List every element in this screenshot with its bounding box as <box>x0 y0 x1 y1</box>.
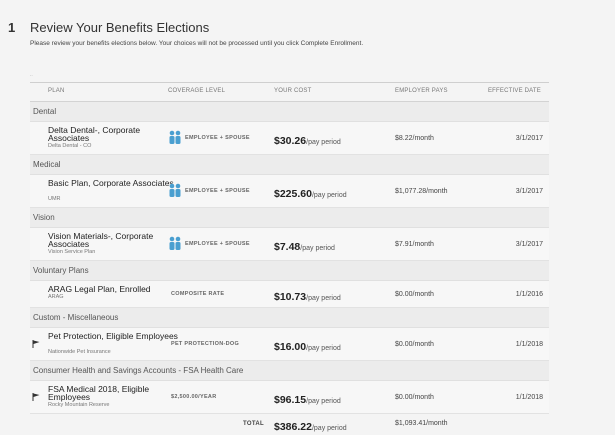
carrier-name: Rocky Mountain Reserve <box>48 402 110 408</box>
your-cost: $16.00/pay period <box>274 337 341 355</box>
step-number: 1 <box>8 20 16 35</box>
table-header: PLAN COVERAGE LEVEL YOUR COST EMPLOYER P… <box>30 82 549 102</box>
cost-unit: /pay period <box>311 192 347 199</box>
carrier-name: Nationwide Pet Insurance <box>48 349 111 355</box>
section-label: Custom - Miscellaneous <box>33 313 119 322</box>
section-custom-miscellaneous: Custom - Miscellaneous <box>30 308 549 328</box>
page-title: Review Your Benefits Elections <box>30 20 210 35</box>
employer-pays: $8.22/month <box>395 135 434 142</box>
col-plan: PLAN <box>48 88 65 94</box>
family-icon <box>169 130 181 144</box>
section-consumer-health-savings: Consumer Health and Savings Accounts - F… <box>30 361 549 381</box>
page-subtitle: Please review your benefits elections be… <box>30 40 364 47</box>
table-row: Basic Plan, Corporate Associates UMR EMP… <box>30 175 549 208</box>
plan-name: Delta Dental-, Corporate Associates <box>48 125 141 143</box>
your-cost: $10.73/pay period <box>274 287 341 305</box>
plan-name: Pet Protection, Eligible Employees <box>48 331 178 341</box>
coverage-level: COMPOSITE RATE <box>171 291 225 297</box>
employer-pays: $1,077.28/month <box>395 188 448 195</box>
effective-date: 1/1/2018 <box>515 394 543 401</box>
cost-amount: $96.15 <box>274 394 307 406</box>
plan-name: FSA Medical 2018, Eligible Employees <box>48 384 150 402</box>
col-coverage: COVERAGE LEVEL <box>168 88 226 94</box>
family-icon <box>169 236 181 250</box>
section-label: Vision <box>33 213 55 222</box>
total-row: TOTAL $386.22/pay period $1,093.41/month <box>30 414 549 434</box>
carrier-name: ARAG <box>48 294 64 300</box>
effective-date: 3/1/2017 <box>515 188 543 195</box>
coverage-level: EMPLOYEE + SPOUSE <box>185 188 250 194</box>
section-label: Dental <box>33 107 57 116</box>
section-voluntary-plans: Voluntary Plans <box>30 261 549 281</box>
cost-amount: $16.00 <box>274 341 307 353</box>
effective-date: 1/1/2016 <box>515 291 543 298</box>
table-row: Pet Protection, Eligible Employees Natio… <box>30 328 549 361</box>
employer-pays: $7.91/month <box>395 241 434 248</box>
section-dental: Dental <box>30 102 549 122</box>
cost-unit: /pay period <box>306 139 341 146</box>
coverage-level: EMPLOYEE + SPOUSE <box>185 241 250 247</box>
total-cost-amount: $386.22 <box>274 421 312 433</box>
your-cost: $96.15/pay period <box>274 390 341 408</box>
your-cost: $30.26/pay period <box>274 131 341 149</box>
col-effective: EFFECTIVE DATE <box>487 88 541 94</box>
total-cost-unit: /pay period <box>311 425 347 432</box>
cost-amount: $30.26 <box>274 135 307 147</box>
family-icon <box>169 183 181 197</box>
plan-name: Basic Plan, Corporate Associates <box>48 178 174 188</box>
benefits-table: PLAN COVERAGE LEVEL YOUR COST EMPLOYER P… <box>30 82 549 434</box>
section-label: Medical <box>33 160 61 169</box>
total-label: TOTAL <box>243 421 264 427</box>
employer-pays: $0.00/month <box>395 291 434 298</box>
effective-date: 3/1/2017 <box>515 241 543 248</box>
employer-pays: $0.00/month <box>395 394 434 401</box>
section-medical: Medical <box>30 155 549 175</box>
group-marker: .. <box>30 72 33 78</box>
cost-unit: /pay period <box>300 245 335 252</box>
cost-unit: /pay period <box>306 398 341 405</box>
effective-date: 1/1/2018 <box>515 341 543 348</box>
plan-name: ARAG Legal Plan, Enrolled <box>48 284 151 294</box>
cost-amount: $225.60 <box>274 188 312 200</box>
cost-amount: $7.48 <box>274 241 301 253</box>
total-cost: $386.22/pay period <box>274 417 347 435</box>
section-label: Voluntary Plans <box>33 266 89 275</box>
effective-date: 3/1/2017 <box>515 135 543 142</box>
carrier-name: Delta Dental - CO <box>48 143 92 149</box>
cost-unit: /pay period <box>306 345 341 352</box>
cost-unit: /pay period <box>306 295 341 302</box>
plan-name: Vision Materials-, Corporate Associates <box>48 231 154 249</box>
table-row: Vision Materials-, Corporate Associates … <box>30 228 549 261</box>
section-label: Consumer Health and Savings Accounts - F… <box>33 366 244 375</box>
table-row: Delta Dental-, Corporate Associates Delt… <box>30 122 549 155</box>
cost-amount: $10.73 <box>274 291 307 303</box>
flag-icon <box>32 393 40 401</box>
employer-pays: $0.00/month <box>395 341 434 348</box>
coverage-level: $2,500.00/YEAR <box>171 394 217 400</box>
carrier-name: UMR <box>48 196 61 202</box>
flag-icon <box>32 340 40 348</box>
coverage-level: PET PROTECTION-DOG <box>171 341 240 347</box>
carrier-name: Vision Service Plan <box>48 249 96 255</box>
col-cost: YOUR COST <box>274 88 312 94</box>
coverage-level: EMPLOYEE + SPOUSE <box>185 135 250 141</box>
section-vision: Vision <box>30 208 549 228</box>
table-row: ARAG Legal Plan, Enrolled ARAG COMPOSITE… <box>30 281 549 308</box>
total-employer-pays: $1,093.41/month <box>395 420 448 427</box>
your-cost: $225.60/pay period <box>274 184 347 202</box>
col-employer: EMPLOYER PAYS <box>395 88 448 94</box>
table-row: FSA Medical 2018, Eligible Employees Roc… <box>30 381 549 414</box>
your-cost: $7.48/pay period <box>274 237 335 255</box>
